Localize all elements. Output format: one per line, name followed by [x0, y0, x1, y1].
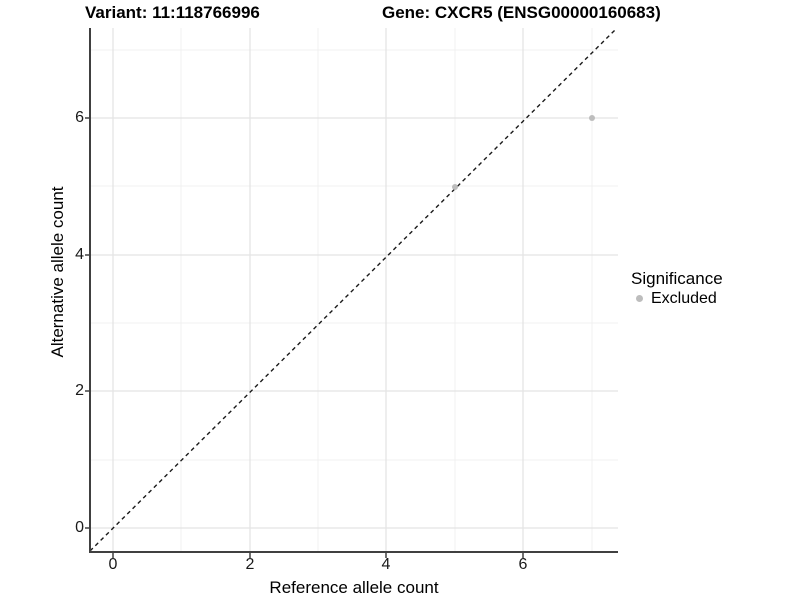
data-point [588, 115, 595, 122]
plot-title-variant: Variant: 11:118766996 [85, 3, 260, 22]
y-tick-label-2: 2 [75, 382, 84, 399]
major-gridlines-y [90, 117, 618, 529]
y-tick-label-6: 6 [75, 109, 84, 126]
x-tick-label-4: 4 [381, 556, 391, 573]
y-tick-label-4: 4 [75, 246, 84, 263]
identity-dashed-line [89, 27, 618, 552]
y-tick-marks [85, 117, 90, 529]
x-axis-title: Reference allele count [269, 578, 439, 597]
major-gridlines-x [112, 28, 524, 552]
minor-gridlines-y [90, 49, 618, 461]
legend-title: Significance [631, 269, 723, 288]
x-tick-label-0: 0 [108, 556, 118, 573]
x-tick-label-6: 6 [518, 556, 528, 573]
x-tick-label-2: 2 [245, 556, 255, 573]
plot-title-gene: Gene: CXCR5 (ENSG00000160683) [382, 3, 661, 22]
data-point [452, 183, 458, 190]
legend-excluded-dot-icon [636, 295, 643, 302]
x-tick-marks [112, 553, 524, 558]
legend-item-excluded: Excluded [651, 290, 717, 307]
y-tick-label-0: 0 [75, 519, 84, 536]
y-axis-title: Alternative allele count [48, 186, 67, 358]
axis-lines [89, 28, 618, 553]
